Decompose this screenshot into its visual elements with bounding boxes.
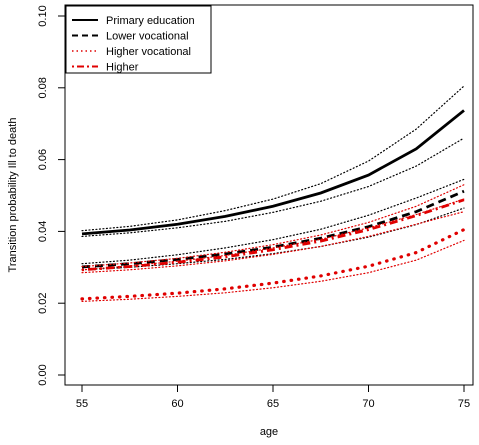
series-primary-education-line bbox=[81, 109, 465, 236]
legend-label-lower-vocational: Lower vocational bbox=[106, 31, 189, 43]
y-tick-label: 0.00 bbox=[37, 364, 49, 385]
series-lower-vocational-upper-band bbox=[81, 178, 465, 265]
legend-box bbox=[65, 5, 212, 74]
series-higher-lower-band bbox=[81, 211, 465, 274]
y-tick-label: 0.08 bbox=[37, 77, 49, 98]
x-tick-label: 65 bbox=[267, 398, 279, 410]
y-tick-label: 0.04 bbox=[37, 221, 49, 242]
x-tick-label: 55 bbox=[76, 398, 88, 410]
y-axis-title: Transition probability Ill to death bbox=[7, 118, 19, 273]
series-higher-vocational-lower-band bbox=[81, 239, 465, 302]
legend-label-higher: Higher bbox=[106, 62, 139, 74]
x-axis-title: age bbox=[260, 426, 278, 438]
y-tick-label: 0.02 bbox=[37, 292, 49, 313]
legend-label-higher-vocational: Higher vocational bbox=[106, 46, 191, 58]
y-tick-label: 0.10 bbox=[37, 5, 49, 26]
series-higher-upper-band bbox=[81, 184, 465, 268]
series-primary-education-upper-band bbox=[81, 85, 465, 232]
legend-label-primary-education: Primary education bbox=[106, 15, 195, 27]
series-layer bbox=[80, 85, 466, 302]
legend: Primary education Lower vocational Higher … bbox=[65, 5, 212, 74]
series-primary-education-lower-band bbox=[81, 137, 465, 238]
y-tick-label: 0.06 bbox=[37, 149, 49, 170]
series-higher-vocational-line bbox=[80, 228, 466, 301]
series-higher-line bbox=[81, 198, 465, 272]
axes: 55 60 65 70 75 0.00 0.02 0.04 0.06 0.08 0.10 bbox=[37, 5, 470, 410]
x-tick-label: 60 bbox=[171, 398, 183, 410]
x-tick-label: 70 bbox=[362, 398, 374, 410]
x-tick-label: 75 bbox=[458, 398, 470, 410]
